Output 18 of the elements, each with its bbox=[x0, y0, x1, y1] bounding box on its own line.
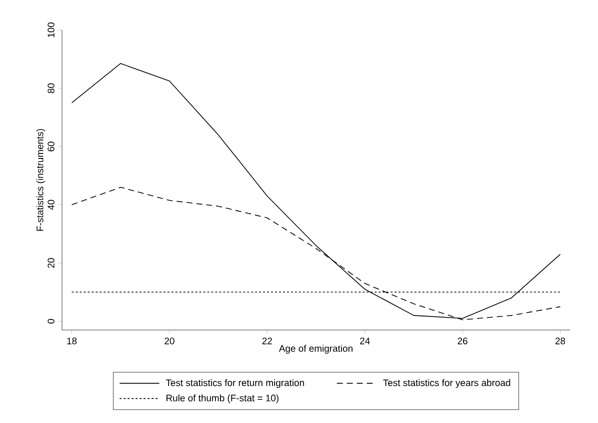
x-tick-label: 28 bbox=[555, 338, 566, 344]
line-series bbox=[71, 63, 561, 319]
y-tick-label: 100 bbox=[48, 22, 54, 38]
y-tick-label: 80 bbox=[48, 83, 54, 94]
legend-label: Test statistics for years abroad bbox=[383, 379, 510, 388]
x-tick-label: 18 bbox=[67, 338, 77, 344]
legend-label: Rule of thumb (F-stat = 10) bbox=[166, 394, 278, 404]
y-tick-label: 40 bbox=[48, 200, 54, 210]
y-axis-title: F-statistics (instruments) bbox=[36, 129, 46, 231]
x-tick-label: 20 bbox=[164, 338, 174, 344]
x-tick-label: 26 bbox=[458, 338, 468, 344]
x-tick-label: 24 bbox=[360, 338, 370, 344]
legend-label: Test statistics for return migration bbox=[166, 379, 304, 388]
x-axis-title: Age of emigration bbox=[278, 344, 352, 354]
x-tick-label: 22 bbox=[262, 338, 272, 344]
y-tick-label: 60 bbox=[48, 142, 54, 152]
y-tick-label: 20 bbox=[48, 258, 54, 268]
y-tick-label: 0 bbox=[48, 319, 54, 324]
